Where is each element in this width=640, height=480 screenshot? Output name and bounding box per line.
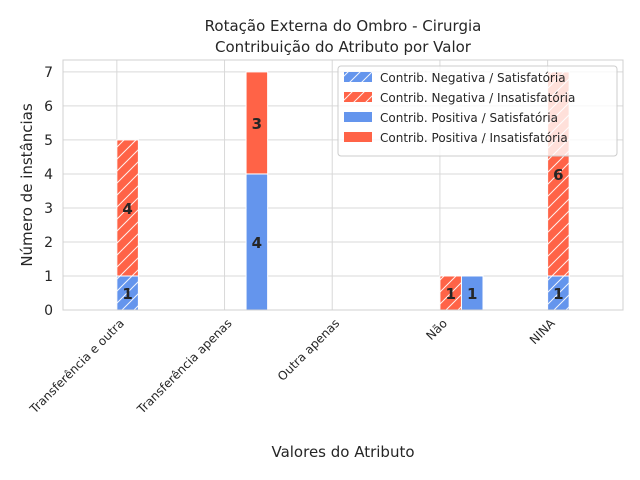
plot-frame — [62, 59, 624, 311]
x-tick-label-4: NINA — [527, 316, 558, 347]
bar-hatch-s1-c0 — [116, 139, 139, 276]
x-tick-label-1: Transferência apenas — [134, 316, 235, 417]
y-axis-label: Número de instâncias — [18, 103, 36, 267]
legend: Contrib. Negativa / Satisfatória Contrib.… — [337, 65, 618, 157]
bar-label-s3-c1: 3 — [252, 115, 262, 133]
legend-box — [337, 65, 618, 157]
x-tick-label-3: Não — [423, 316, 450, 343]
bar-label-s1-c4: 6 — [553, 166, 563, 184]
y-tick-label-2: 2 — [44, 235, 53, 251]
y-tick-label-6: 6 — [44, 99, 53, 115]
x-ticks: Transferência e outra Transferência apena… — [26, 316, 558, 417]
bar-label-s1-c0: 4 — [122, 200, 132, 218]
bar-label-s1-c3: 1 — [445, 285, 455, 303]
legend-label-1: Contrib. Negativa / Insatisfatória — [380, 91, 575, 105]
x-axis-label: Valores do Atributo — [271, 443, 414, 461]
y-tick-label-5: 5 — [44, 133, 53, 149]
y-tick-label-1: 1 — [44, 269, 53, 285]
bar-label-s0-c0: 1 — [122, 285, 132, 303]
bar-hatch-s0-c0 — [116, 275, 139, 310]
chart-title-line-2: Contribuição do Atributo por Valor — [215, 38, 472, 56]
bar-hatch-s0-c4 — [547, 275, 570, 310]
x-tick-label-2: Outra apenas — [275, 316, 342, 383]
bar-label-s0-c4: 1 — [553, 285, 563, 303]
bar-label-s2-c1: 4 — [252, 234, 262, 252]
y-tick-label-3: 3 — [44, 201, 53, 217]
legend-label-0: Contrib. Negativa / Satisfatória — [380, 71, 566, 85]
y-tick-label-0: 0 — [44, 303, 53, 319]
legend-swatch-2 — [344, 112, 372, 122]
legend-label-2: Contrib. Positiva / Satisfatória — [380, 111, 558, 125]
y-ticks: 0 1 2 3 4 5 6 7 — [44, 65, 53, 319]
chart-title-line-1: Rotação Externa do Ombro - Cirurgia — [205, 17, 482, 35]
legend-label-3: Contrib. Positiva / Insatisfatória — [380, 131, 568, 145]
legend-swatch-3 — [344, 132, 372, 142]
legend-swatch-hatch-1 — [344, 92, 372, 102]
bar-label-s2-c3: 1 — [467, 285, 477, 303]
bar-s3-c1 — [245, 71, 269, 175]
x-tick-label-0: Transferência e outra — [26, 316, 127, 417]
bar-hatch-s1-c3 — [439, 275, 462, 310]
y-tick-label-7: 7 — [44, 65, 53, 81]
y-tick-label-4: 4 — [44, 167, 53, 183]
bars — [116, 71, 570, 311]
legend-swatch-hatch-0 — [344, 72, 372, 82]
